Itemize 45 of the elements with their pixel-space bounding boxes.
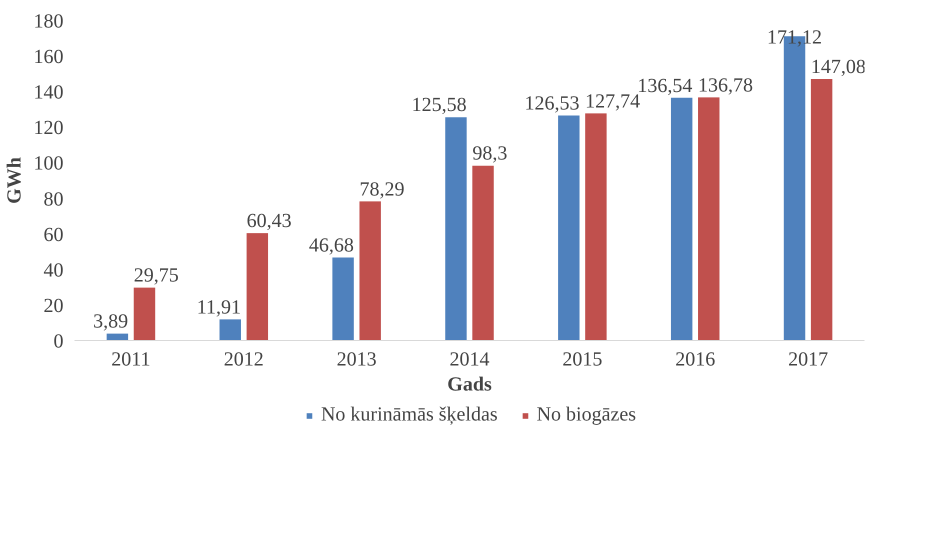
y-tick-label: 180 <box>34 10 64 32</box>
x-tick-label: 2011 <box>111 348 151 370</box>
bar <box>472 166 494 340</box>
bar <box>558 116 580 340</box>
data-label: 78,29 <box>359 178 404 200</box>
y-axis-title: GWh <box>4 157 26 204</box>
data-label: 125,58 <box>412 94 467 116</box>
bar <box>134 288 156 340</box>
bar <box>445 117 467 340</box>
data-label: 60,43 <box>246 210 292 232</box>
y-tick-label: 100 <box>34 152 64 175</box>
bar <box>246 233 268 340</box>
data-label: 29,75 <box>134 264 179 287</box>
x-tick-label: 2016 <box>675 348 716 370</box>
legend-label: No biogāzes <box>536 404 636 426</box>
x-axis-title: Gads <box>447 374 492 396</box>
x-tick-label: 2015 <box>562 348 602 370</box>
x-tick-label: 2012 <box>224 348 264 370</box>
bar <box>106 334 128 340</box>
legend-label: No kurināmās šķeldas <box>320 404 498 426</box>
bar <box>332 258 354 340</box>
y-tick-label: 80 <box>44 188 64 210</box>
x-tick-label: 2013 <box>336 348 377 370</box>
y-tick-label: 0 <box>54 330 64 352</box>
data-label: 171,12 <box>767 26 822 48</box>
bar <box>698 97 720 340</box>
bar <box>220 319 241 340</box>
data-label: 3,89 <box>93 310 128 333</box>
y-tick-label: 120 <box>34 117 64 140</box>
data-label: 98,3 <box>472 142 508 165</box>
data-label: 136,78 <box>698 74 754 96</box>
data-label: 126,53 <box>524 92 580 115</box>
x-tick-label: 2017 <box>788 348 828 370</box>
bar <box>670 98 692 340</box>
bar <box>585 113 607 340</box>
x-tick-label: 2014 <box>450 348 490 370</box>
data-label: 11,91 <box>196 296 241 318</box>
y-tick-label: 140 <box>34 82 64 104</box>
y-tick-label: 40 <box>44 259 64 282</box>
y-tick-label: 160 <box>34 46 64 68</box>
y-tick-label: 20 <box>44 294 64 317</box>
bar <box>359 201 381 340</box>
data-label: 46,68 <box>308 234 354 257</box>
bar <box>810 79 832 340</box>
y-tick-label: 60 <box>44 224 64 246</box>
